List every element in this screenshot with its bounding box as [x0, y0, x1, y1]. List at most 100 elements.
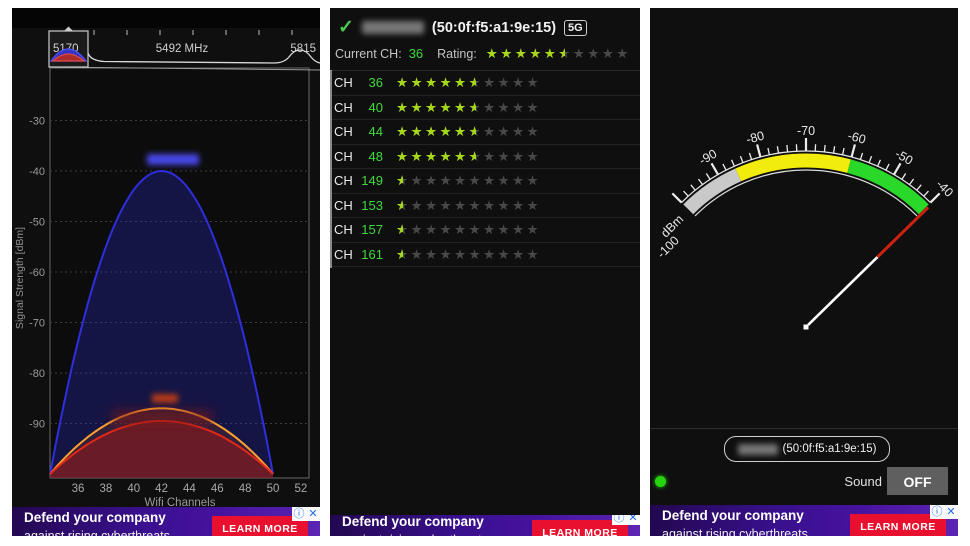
channel-row: CH 44 ★ ★ ★ ★ ★ ★ ★ ★ ★ ★ ★ — [330, 120, 640, 145]
ad-close-icon[interactable]: ✕ — [306, 507, 320, 521]
star-icon: ★ — [526, 124, 539, 140]
star-icon: ★ — [468, 246, 481, 262]
adchoices-icon[interactable]: ⓘ — [612, 515, 626, 525]
star-icon: ★ — [425, 124, 438, 140]
ad-controls: ⓘ ✕ — [930, 505, 958, 519]
star-icon: ★ — [439, 148, 452, 164]
gauge-tick-label: -50 — [893, 147, 916, 168]
star-icon: ★ — [512, 75, 525, 91]
ad-learn-more-button[interactable]: LEARN MORE — [532, 520, 628, 536]
star-icon: ★ — [425, 246, 438, 262]
selected-network-box[interactable]: (50:0f:f5:a1:9e:15) — [724, 436, 890, 462]
y-tick-label: -40 — [29, 166, 45, 178]
star-icon: ★ ★ — [396, 222, 409, 238]
star-icon: ★ — [500, 46, 513, 61]
star-icon: ★ — [396, 99, 409, 115]
ad-content[interactable]: Defend your company against rising cybert… — [330, 515, 640, 536]
star-icon: ★ — [468, 222, 481, 238]
ad-content[interactable]: Defend your company against rising cybert… — [650, 505, 958, 536]
star-icon: ★ — [512, 222, 525, 238]
sound-toggle-button[interactable]: OFF — [887, 467, 948, 495]
channel-number: 157 — [361, 222, 383, 238]
y-tick-label: -50 — [29, 217, 45, 229]
ad-close-icon[interactable]: ✕ — [626, 515, 640, 525]
star-icon: ★ — [483, 75, 496, 91]
channel-row: CH 36 ★ ★ ★ ★ ★ ★ ★ ★ ★ ★ ★ — [330, 71, 640, 96]
x-tick-label: 48 — [239, 483, 252, 495]
star-icon: ★ — [454, 173, 467, 189]
star-icon: ★ — [396, 75, 409, 91]
channel-rating-stars: ★ ★ ★ ★ ★ ★ ★ ★ ★ ★ ★ — [396, 149, 541, 164]
gauge-needle-tip — [876, 206, 930, 259]
star-icon: ★ — [396, 124, 409, 140]
overview-selection[interactable] — [48, 26, 89, 68]
star-icon: ★ — [497, 75, 510, 91]
ad-banner[interactable]: Defend your company against rising cybert… — [12, 507, 320, 536]
star-icon: ★ — [410, 222, 423, 238]
sound-label: Sound — [844, 474, 882, 489]
x-tick-label: 46 — [211, 483, 224, 495]
network-bssid: (50:0f:f5:a1:9e:15) — [782, 443, 877, 455]
star-icon: ★ ★ — [558, 46, 571, 61]
star-icon: ★ — [483, 99, 496, 115]
star-icon: ★ ★ — [468, 148, 481, 164]
star-icon: ★ ★ — [468, 124, 481, 140]
channel-rating-stars: ★ ★ ★ ★ ★ ★ ★ ★ ★ ★ ★ — [396, 124, 541, 139]
ad-banner[interactable]: Defend your company against rising cybert… — [650, 505, 958, 536]
channel-row: CH 48 ★ ★ ★ ★ ★ ★ ★ ★ ★ ★ ★ — [330, 145, 640, 169]
channel-rating-stars: ★ ★ ★ ★ ★ ★ ★ ★ ★ ★ ★ — [396, 198, 541, 213]
ad-headline: Defend your company — [662, 508, 804, 523]
star-icon: ★ — [514, 46, 527, 61]
ad-content[interactable]: Defend your company against rising cybert… — [12, 507, 320, 536]
channel-rating-stars: ★ ★ ★ ★ ★ ★ ★ ★ ★ ★ ★ — [396, 222, 541, 237]
channel-number: 40 — [368, 99, 383, 115]
ad-banner[interactable]: Defend your company against rising cybert… — [330, 515, 640, 536]
star-icon: ★ — [526, 246, 539, 262]
star-icon: ★ — [529, 46, 542, 61]
star-icon: ★ ★ — [468, 75, 481, 91]
star-icon: ★ ★ — [468, 99, 481, 115]
current-ch-value: 36 — [408, 46, 424, 61]
star-icon: ★ — [526, 222, 539, 238]
star-icon: ★ — [483, 124, 496, 140]
ad-learn-more-button[interactable]: LEARN MORE — [850, 514, 946, 536]
gauge-tick-label: -80 — [745, 129, 766, 147]
x-tick-label: 38 — [99, 483, 112, 495]
ad-close-icon[interactable]: ✕ — [944, 505, 958, 519]
star-icon: ★ — [497, 124, 510, 140]
star-icon: ★ — [587, 46, 600, 61]
channel-prefix: CH — [334, 173, 353, 189]
ad-controls: ⓘ ✕ — [292, 507, 320, 521]
gauge-min-label: -100 — [654, 233, 682, 261]
network-label-blurred — [112, 410, 212, 425]
ad-learn-more-button[interactable]: LEARN MORE — [212, 516, 308, 536]
rating-label: Rating: — [437, 46, 477, 61]
star-icon: ★ — [454, 197, 467, 213]
ad-subline: against rising cyberthreats — [342, 533, 488, 536]
network-name-blurred — [361, 21, 424, 34]
gauge-needle — [807, 256, 879, 326]
network-label-blurred — [147, 154, 199, 165]
star-icon: ★ — [468, 197, 481, 213]
x-tick-label: 40 — [127, 483, 140, 495]
star-icon: ★ — [425, 99, 438, 115]
y-tick-label: -90 — [29, 419, 45, 431]
star-icon: ★ — [410, 99, 423, 115]
gauge-band — [683, 168, 742, 215]
star-icon: ★ — [512, 173, 525, 189]
adchoices-icon[interactable]: ⓘ — [292, 507, 306, 521]
star-icon: ★ — [543, 46, 556, 61]
x-tick-label: 42 — [155, 483, 168, 495]
spectrum-graph-panel: -30 -40 -50 -60 -70 -80 -90 36 38 40 42 44 46 48 50 52 W… — [12, 8, 320, 536]
network-name-blurred — [737, 443, 778, 455]
adchoices-icon[interactable]: ⓘ — [930, 505, 944, 519]
channel-rating-stars: ★ ★ ★ ★ ★ ★ ★ ★ ★ ★ ★ — [396, 75, 541, 90]
star-icon: ★ — [454, 222, 467, 238]
star-icon: ★ — [526, 148, 539, 164]
scrollbar[interactable] — [330, 70, 332, 268]
channel-number: 36 — [368, 75, 383, 91]
star-icon: ★ — [439, 246, 452, 262]
band-5g-badge: 5G — [564, 19, 587, 36]
